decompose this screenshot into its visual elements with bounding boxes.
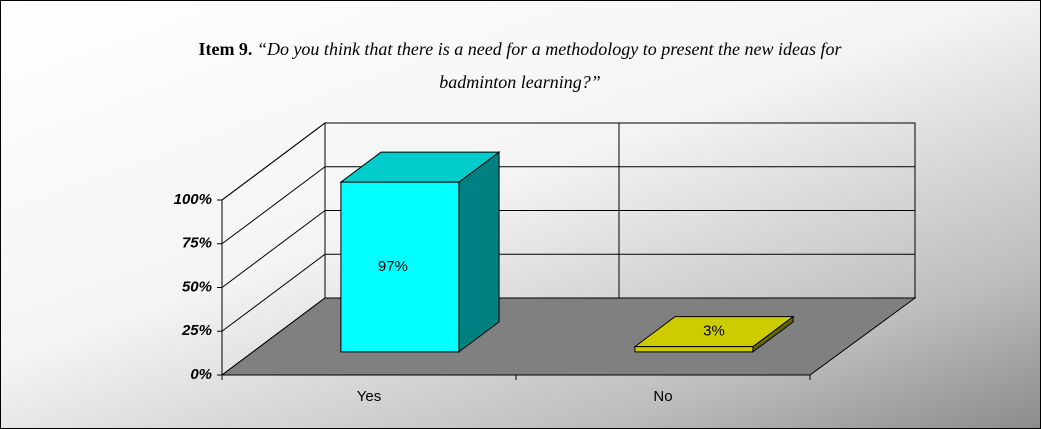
grid-line xyxy=(221,122,915,201)
title-text: “Do you think that there is a need for a… xyxy=(256,39,842,92)
y-tick-label: 100% xyxy=(174,191,212,208)
bar xyxy=(340,181,460,353)
y-tick-label: 25% xyxy=(181,322,212,339)
grid-line xyxy=(221,210,915,288)
floor xyxy=(220,297,917,376)
bar xyxy=(634,346,754,353)
bar-side xyxy=(458,151,500,353)
grid-line xyxy=(221,166,915,245)
y-tick-label: 75% xyxy=(182,235,212,252)
title-label: Item 9. xyxy=(198,39,253,59)
x-tick-label: No xyxy=(653,388,672,405)
data-label: 97% xyxy=(378,258,408,275)
y-tick-label: 50% xyxy=(182,278,212,295)
x-tick-label: Yes xyxy=(357,388,381,405)
y-tick-label: 0% xyxy=(190,366,212,383)
grid-line xyxy=(221,253,915,332)
chart-title: Item 9. “Do you think that there is a ne… xyxy=(180,33,860,99)
data-label: 3% xyxy=(703,323,725,340)
